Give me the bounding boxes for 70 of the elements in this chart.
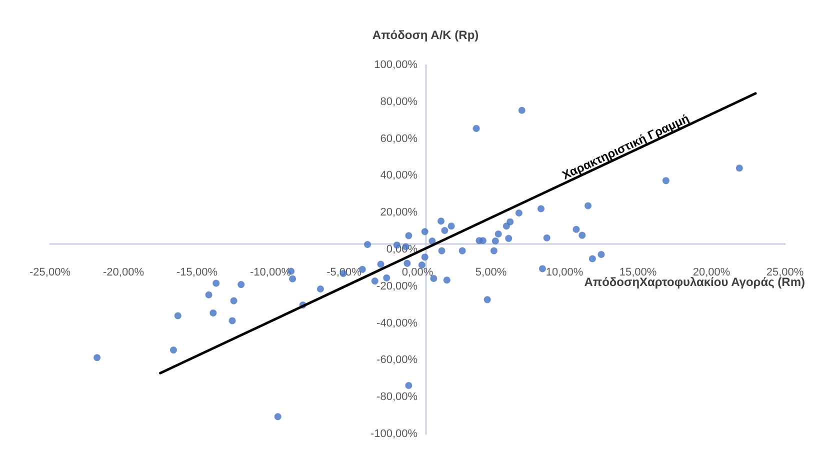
point: [448, 222, 455, 230]
y-tick-label: 20,00%: [380, 206, 418, 219]
y-tick-label: 80,00%: [380, 96, 418, 108]
point: [506, 218, 514, 226]
point: [289, 275, 296, 282]
point: [212, 280, 220, 287]
x-tick-label: -15,00%: [176, 266, 218, 278]
y-tick-label: -100,00%: [370, 428, 418, 440]
point: [364, 241, 372, 248]
point: [438, 247, 446, 254]
point: [405, 382, 412, 389]
point: [472, 124, 480, 132]
point: [421, 254, 428, 261]
y-tick-label: -80,00%: [376, 391, 418, 404]
point: [538, 265, 546, 272]
point: [405, 232, 412, 240]
point: [383, 274, 390, 282]
point: [518, 106, 526, 114]
point: [438, 218, 445, 225]
point: [205, 291, 212, 298]
point: [515, 209, 522, 216]
point: [230, 297, 238, 304]
point: [736, 164, 743, 172]
point: [492, 238, 499, 245]
y-tick-label: 40,00%: [380, 170, 418, 182]
y-tick-label: -60,00%: [376, 354, 418, 366]
point: [578, 232, 586, 239]
x-tick-label: -20,00%: [103, 266, 144, 278]
point: [479, 237, 486, 244]
point: [170, 346, 177, 354]
point: [572, 226, 580, 233]
x-tick-label: -10,00%: [250, 266, 292, 278]
point: [662, 177, 670, 184]
point: [428, 238, 436, 245]
point: [458, 247, 466, 254]
point: [274, 413, 282, 420]
y-tick-label: 60,00%: [380, 132, 418, 145]
point: [371, 278, 378, 285]
point: [584, 202, 592, 210]
y-axis-title: Απόδοση Α/Κ (Rp): [372, 28, 479, 42]
x-tick-label: 25,00%: [766, 266, 804, 278]
point: [490, 247, 498, 254]
point: [404, 260, 411, 267]
point: [537, 205, 544, 212]
point: [505, 234, 512, 242]
point: [588, 255, 596, 262]
point: [94, 354, 101, 362]
y-tick-label: -40,00%: [376, 317, 418, 330]
x-tick-label: 15,00%: [619, 266, 657, 278]
point: [443, 276, 450, 284]
point: [598, 250, 605, 258]
x-tick-label: 0,00%: [402, 266, 434, 278]
y-tick-label: -20,00%: [376, 280, 418, 292]
point: [441, 227, 448, 234]
point: [377, 260, 384, 268]
y-tick-label: 0,00%: [386, 244, 418, 256]
point: [484, 296, 491, 304]
point: [494, 230, 502, 238]
point: [174, 312, 182, 320]
x-tick-label: -25,00%: [30, 266, 71, 278]
point: [543, 234, 550, 242]
point: [421, 228, 428, 236]
point: [316, 285, 324, 292]
x-tick-label: 5,00%: [475, 266, 507, 278]
x-tick-label: 20,00%: [692, 266, 730, 278]
point: [238, 281, 245, 288]
point: [210, 309, 217, 316]
x-tick-label: 10,00%: [546, 266, 584, 278]
y-tick-label: 100,00%: [374, 59, 418, 71]
point: [228, 317, 236, 324]
